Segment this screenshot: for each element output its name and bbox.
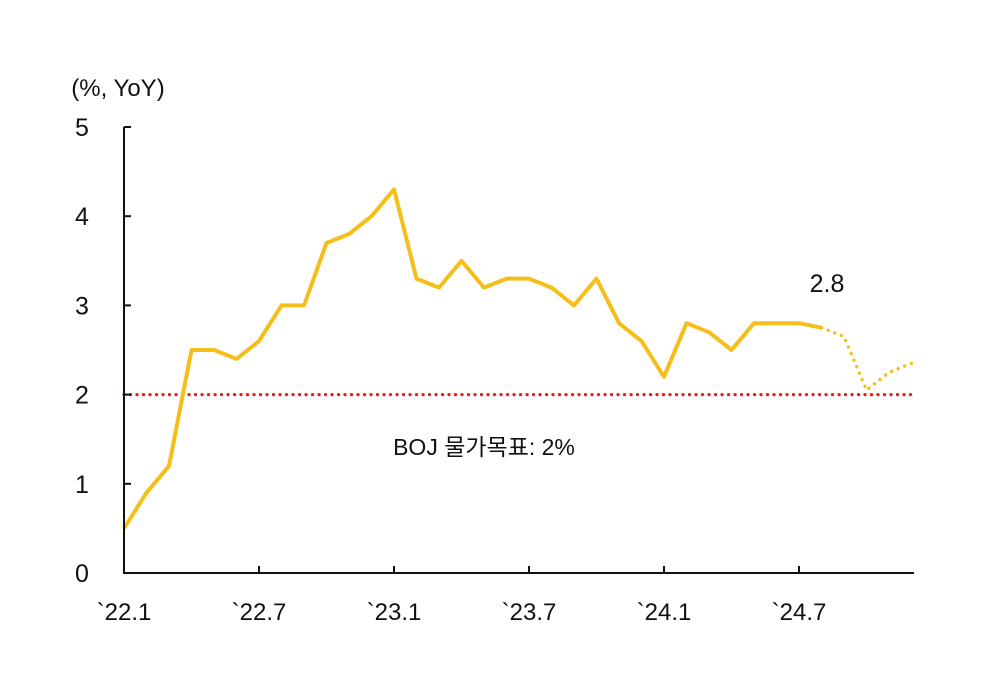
x-tick-label: `23.1 bbox=[367, 599, 422, 626]
reference-line-label: BOJ 물가목표: 2% bbox=[393, 434, 575, 460]
latest-value-annotation: 2.8 bbox=[810, 270, 845, 298]
series-layer bbox=[124, 189, 912, 528]
x-tick-label: `22.7 bbox=[232, 599, 287, 626]
x-tick-label: `22.1 bbox=[97, 599, 152, 626]
cpi-line bbox=[124, 189, 822, 528]
y-tick-label: 5 bbox=[75, 114, 89, 142]
y-axis-label: (%, YoY) bbox=[71, 75, 164, 102]
y-tick-label: 0 bbox=[75, 560, 89, 588]
y-tick-label: 3 bbox=[75, 292, 89, 320]
y-tick-label: 1 bbox=[75, 471, 89, 499]
axis-layer: 0 1 2 3 4 5 `22.1 `22.7 `23.1 `23.7 `24.1 `24.7 bbox=[75, 114, 914, 626]
x-tick-label: `24.1 bbox=[637, 599, 692, 626]
forecast-line bbox=[822, 328, 912, 390]
x-tick-label: `24.7 bbox=[772, 599, 827, 626]
y-tick-label: 2 bbox=[75, 382, 89, 410]
x-tick-label: `23.7 bbox=[502, 599, 557, 626]
y-tick-label: 4 bbox=[75, 203, 89, 231]
